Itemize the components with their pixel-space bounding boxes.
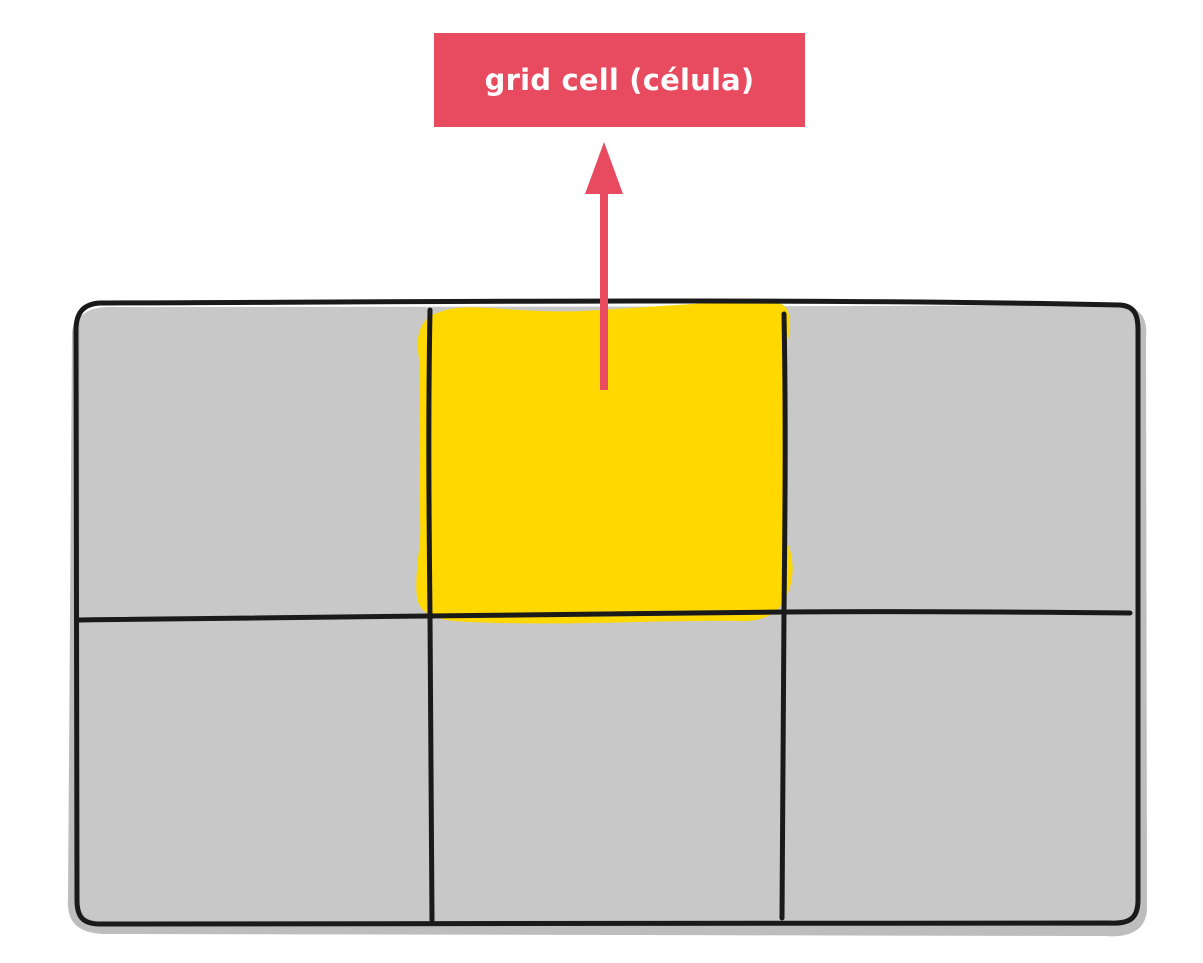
grid-cell-label: grid cell (célula) [484, 63, 755, 97]
grid-outer-border [73, 298, 1141, 927]
grid-line-horizontal [76, 609, 1133, 623]
arrowhead-icon [585, 142, 623, 194]
label-background [434, 33, 805, 127]
arrow [585, 142, 623, 390]
grid-line-vertical-2 [779, 311, 788, 921]
highlighted-grid-cell[interactable] [416, 301, 793, 624]
grid-lines [73, 298, 1141, 927]
